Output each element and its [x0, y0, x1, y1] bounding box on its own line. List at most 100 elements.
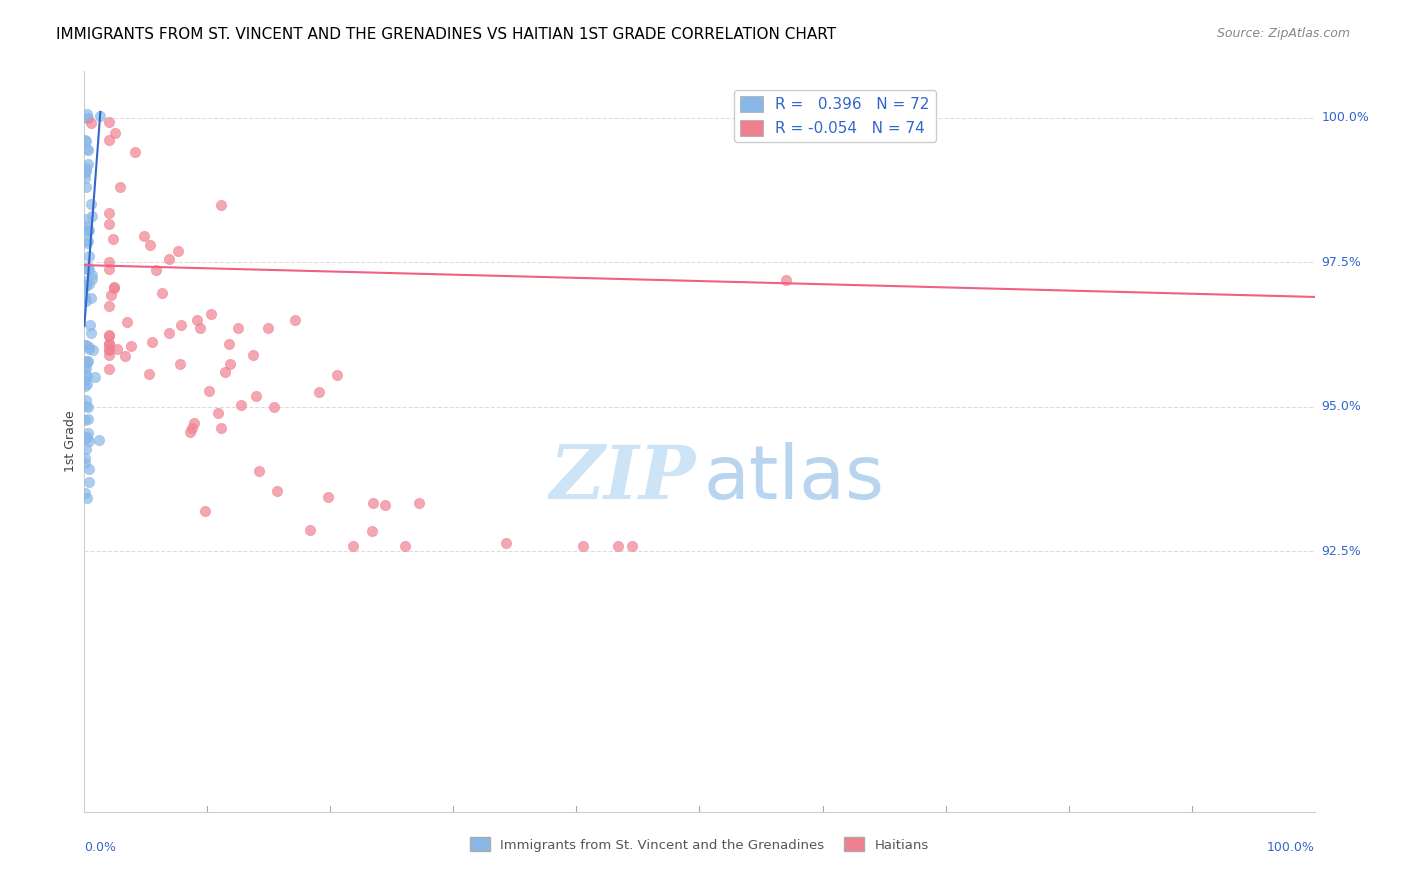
Point: [76, 235, 98, 250]
Point: [214, 366, 236, 380]
Point: [76, 412, 98, 426]
Point: [75, 277, 97, 292]
Point: [394, 539, 416, 553]
Point: [77, 461, 100, 475]
Point: [98, 362, 120, 376]
Point: [188, 320, 211, 334]
Point: [75, 359, 97, 374]
Point: [75, 179, 97, 194]
Point: [180, 421, 202, 435]
Point: [98, 329, 120, 343]
Point: [77, 249, 100, 263]
Point: [98, 343, 120, 357]
Point: [82, 272, 104, 286]
Text: IMMIGRANTS FROM ST. VINCENT AND THE GRENADINES VS HAITIAN 1ST GRADE CORRELATION : IMMIGRANTS FROM ST. VINCENT AND THE GREN…: [56, 27, 837, 42]
Point: [198, 384, 221, 398]
Point: [76, 224, 98, 238]
Point: [209, 198, 232, 212]
Point: [80, 326, 103, 341]
Point: [115, 315, 138, 329]
Point: [108, 179, 131, 194]
Point: [77, 434, 100, 448]
Point: [75, 224, 97, 238]
Point: [98, 336, 120, 351]
Point: [186, 313, 208, 327]
Point: [229, 398, 252, 412]
Text: 100.0%: 100.0%: [1322, 112, 1369, 124]
Point: [257, 320, 280, 334]
Point: [75, 164, 97, 178]
Point: [114, 350, 136, 364]
Point: [75, 290, 97, 304]
Text: 92.5%: 92.5%: [1322, 545, 1361, 558]
Point: [76, 377, 98, 392]
Point: [318, 490, 340, 504]
Point: [73, 171, 96, 186]
Point: [166, 244, 188, 258]
Point: [141, 334, 163, 349]
Point: [138, 368, 160, 382]
Text: 97.5%: 97.5%: [1322, 256, 1361, 268]
Point: [75, 368, 97, 382]
Point: [75, 161, 97, 176]
Point: [76, 430, 98, 444]
Point: [105, 342, 128, 356]
Point: [98, 217, 120, 231]
Point: [75, 280, 97, 294]
Point: [79, 318, 101, 332]
Point: [408, 496, 430, 510]
Point: [103, 281, 125, 295]
Point: [100, 288, 122, 302]
Text: atlas: atlas: [703, 442, 884, 515]
Point: [77, 426, 100, 441]
Y-axis label: 1st Grade: 1st Grade: [65, 410, 77, 473]
Point: [75, 354, 97, 368]
Point: [98, 342, 120, 356]
Point: [77, 354, 100, 368]
Point: [76, 157, 98, 171]
Point: [77, 262, 100, 277]
Point: [103, 280, 125, 294]
Point: [170, 318, 193, 333]
Point: [98, 348, 121, 362]
Point: [87, 433, 110, 447]
Point: [193, 504, 215, 518]
Point: [283, 313, 305, 327]
Point: [145, 262, 167, 277]
Point: [620, 539, 643, 553]
Point: [76, 368, 98, 383]
Point: [76, 219, 98, 234]
Point: [75, 361, 97, 376]
Point: [76, 491, 98, 506]
Point: [79, 475, 101, 490]
Point: [75, 212, 97, 227]
Point: [98, 114, 120, 128]
Point: [104, 126, 127, 140]
Point: [75, 274, 97, 288]
Point: [374, 498, 396, 512]
Point: [179, 425, 201, 439]
Point: [80, 291, 103, 305]
Point: [157, 326, 180, 341]
Point: [76, 134, 98, 148]
Point: [98, 299, 120, 313]
Point: [76, 355, 98, 369]
Point: [79, 116, 101, 130]
Point: [73, 413, 96, 427]
Point: [219, 357, 242, 371]
Point: [150, 285, 173, 300]
Point: [73, 166, 96, 180]
Point: [495, 536, 517, 550]
Point: [299, 523, 322, 537]
Point: [157, 252, 180, 267]
Text: 0.0%: 0.0%: [84, 841, 117, 855]
Point: [308, 384, 330, 399]
Point: [245, 389, 267, 403]
Point: [75, 442, 97, 456]
Text: ZIP: ZIP: [550, 442, 696, 515]
Point: [73, 451, 96, 466]
Point: [326, 368, 349, 382]
Point: [361, 496, 384, 510]
Point: [98, 327, 120, 342]
Point: [266, 483, 288, 498]
